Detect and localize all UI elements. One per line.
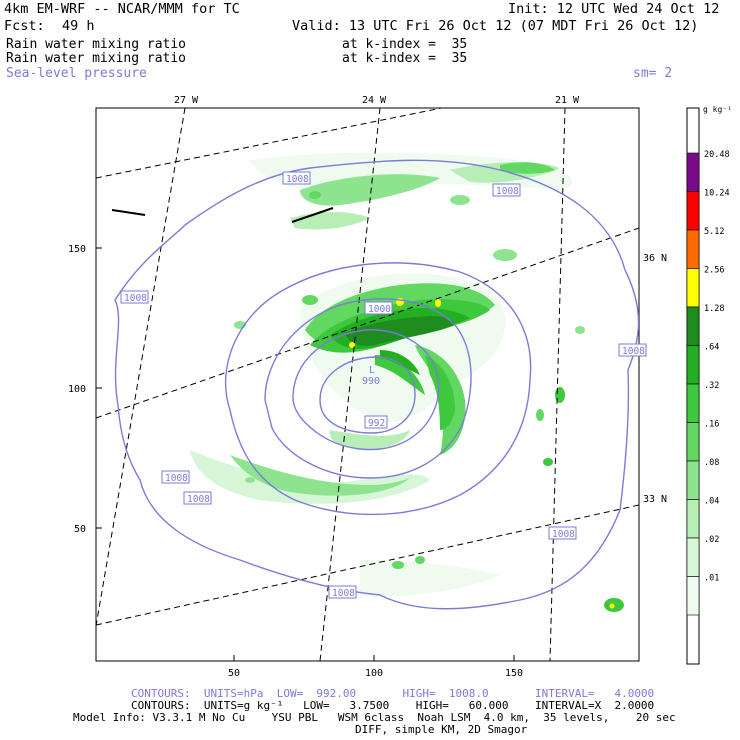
colorbar-level-label: .32 (704, 381, 719, 391)
svg-text:1008: 1008 (552, 529, 575, 540)
colorbar-swatch (686, 422, 700, 462)
model-info: Model Info: V3.3.1 M No Cu YSU PBL WSM 6… (73, 711, 676, 724)
axis-labels: 27 W 24 W 21 W 36 N 33 N 150 100 50 50 1… (68, 95, 667, 679)
isobar-label: 1008 (328, 585, 357, 599)
colorbar-level-label: .08 (704, 458, 719, 468)
valid-time: Valid: 13 UTC Fri 26 Oct 12 (07 MDT Fri … (292, 18, 699, 34)
colorbar-level-label: 1.28 (704, 304, 724, 314)
colorbar-level-label: .16 (704, 420, 719, 430)
svg-text:1000: 1000 (368, 304, 391, 315)
field2-name: Rain water mixing ratio (6, 51, 187, 66)
colorbar-unit: g kg⁻¹ (703, 105, 732, 114)
rain-contour-info: CONTOURS: UNITS=g kg⁻¹ LOW= 3.7500 HIGH=… (131, 699, 655, 712)
pressure-contour-info: CONTOURS: UNITS=hPa LOW= 992.00 HIGH= 10… (131, 687, 655, 700)
isobar-label: 1008 (282, 171, 311, 185)
x-tick-label: 100 (365, 668, 383, 679)
init-time: Init: 12 UTC Wed 24 Oct 12 (508, 1, 720, 17)
rain-shading (190, 152, 624, 612)
svg-text:1008: 1008 (187, 494, 210, 505)
x-tick-label: 50 (228, 668, 240, 679)
isobar-label: 1008 (618, 343, 647, 357)
model-title: 4km EM-WRF -- NCAR/MMM for TC (4, 1, 240, 17)
y-tick-label: 100 (68, 384, 86, 395)
svg-text:992: 992 (368, 418, 385, 429)
forecast-hour: 49 h (62, 18, 95, 34)
field3-name: Sea-level pressure (6, 66, 147, 81)
isobar-label: 1008 (161, 470, 190, 484)
colorbar-level-label: 10.24 (704, 189, 730, 199)
axis-ticks (96, 247, 515, 661)
svg-text:1008: 1008 (496, 186, 519, 197)
lat-label: 33 N (643, 494, 667, 505)
colorbar-level-label: .04 (704, 497, 719, 507)
colorbar-swatch (686, 306, 700, 346)
svg-text:1008: 1008 (332, 588, 355, 599)
wind-barbs (111, 207, 334, 223)
field1-level: at k-index = 35 (342, 37, 468, 52)
colorbar-level-label: .01 (704, 574, 719, 584)
colorbar-swatch (686, 537, 700, 577)
low-pressure-center: L 990 (362, 365, 380, 387)
forecast-label: Fcst: (4, 18, 45, 34)
lon-label: 24 W (362, 95, 387, 106)
low-marker: L (369, 365, 375, 376)
field1-name: Rain water mixing ratio (6, 37, 187, 52)
lat-lon-grid (96, 108, 639, 661)
colorbar-swatch (686, 268, 700, 308)
lon-label: 21 W (555, 95, 580, 106)
svg-text:1008: 1008 (622, 346, 645, 357)
isobar-label: 1008 (120, 290, 149, 304)
svg-text:1008: 1008 (165, 473, 188, 484)
isobar-label: 992 (364, 415, 388, 429)
smoothing-label: sm= 2 (633, 66, 673, 81)
colorbar-swatch (686, 383, 700, 423)
colorbar-swatch (686, 345, 700, 385)
colorbar-swatch (686, 576, 700, 616)
field2-level: at k-index = 35 (342, 51, 468, 66)
lon-label: 27 W (174, 95, 199, 106)
isobar-label: 1008 (492, 183, 521, 197)
x-tick-label: 150 (505, 668, 523, 679)
low-value: 990 (362, 376, 380, 387)
isobar-label: 1008 (548, 526, 577, 540)
colorbar-level-label: .02 (704, 535, 719, 545)
isobars (114, 159, 639, 610)
colorbar-swatch (686, 499, 700, 539)
colorbar-level-label: 20.48 (704, 150, 730, 160)
colorbar: g kg⁻¹ 20.48 10.24 5.12 2.56 1.28 .64 .32 .16 .0… (686, 105, 732, 665)
svg-text:1008: 1008 (124, 293, 147, 304)
svg-text:1008: 1008 (286, 174, 309, 185)
colorbar-swatch (686, 191, 700, 231)
lat-label: 36 N (643, 253, 667, 264)
isobar-label: 1000 (364, 301, 393, 315)
colorbar-swatch (686, 229, 700, 269)
isobar-label: 1008 (183, 491, 212, 505)
model-diffusion: DIFF, simple KM, 2D Smagor (355, 723, 528, 736)
colorbar-level-label: .64 (704, 343, 719, 353)
y-tick-label: 50 (74, 524, 86, 535)
colorbar-swatch (686, 152, 700, 192)
colorbar-swatch (686, 460, 700, 500)
y-tick-label: 150 (68, 244, 86, 255)
colorbar-level-label: 2.56 (704, 266, 724, 276)
isobar-labels: 1008 1008 1008 1008 1008 1008 1008 1008 … (120, 171, 647, 599)
colorbar-level-label: 5.12 (704, 227, 724, 237)
